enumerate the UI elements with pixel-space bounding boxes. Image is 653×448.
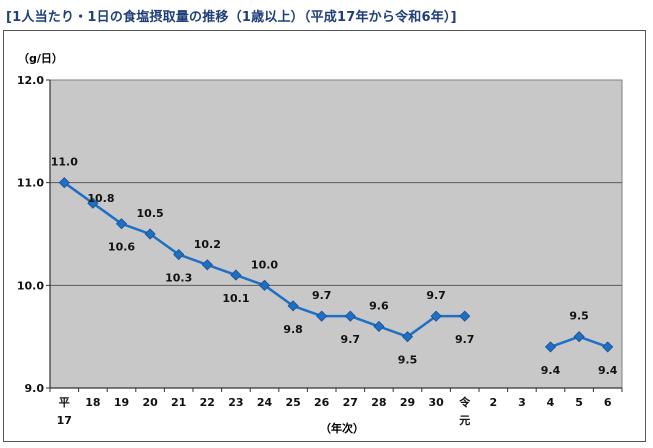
y-tick-labels: 9.0 10.0 11.0 12.0	[17, 74, 44, 395]
x-tick-10: 27	[343, 396, 358, 409]
data-label-14: 9.7	[455, 333, 475, 346]
data-label-11: 9.6	[369, 299, 389, 312]
x-axis-label: （年次）	[320, 421, 364, 435]
x-tick-19: 6	[604, 396, 612, 409]
data-label-8: 9.8	[283, 323, 303, 336]
data-point-0	[58, 177, 70, 189]
x-tick-11: 28	[371, 396, 386, 409]
chart-frame	[3, 30, 646, 442]
data-label-17: 9.4	[541, 364, 561, 377]
plot-area	[49, 79, 623, 389]
chart-title: [1人当たり・1日の食塩摂取量の推移（1歳以上）（平成17年から令和6年）]	[6, 10, 457, 25]
data-point-2	[115, 218, 128, 230]
data-label-3: 10.5	[137, 207, 164, 220]
data-point-17	[544, 341, 557, 353]
x-tick-0: 平 17	[57, 396, 72, 427]
data-point-19	[602, 341, 614, 353]
x-tick-7: 24	[257, 396, 273, 409]
data-point-18	[573, 331, 585, 343]
x-tick-5: 22	[200, 396, 215, 409]
y-tick-11.0: 11.0	[17, 177, 44, 190]
x-tick-9: 26	[314, 396, 330, 409]
data-label-6: 10.1	[222, 292, 249, 305]
data-point-12	[401, 331, 414, 343]
data-label-1: 10.8	[87, 192, 114, 205]
data-point-5	[201, 259, 213, 271]
y-axis-label: （g/日）	[18, 52, 63, 65]
series-markers	[58, 177, 614, 353]
data-label-5: 10.2	[194, 238, 221, 251]
x-tick-13: 30	[428, 396, 444, 409]
x-tick-16: 3	[518, 396, 526, 409]
data-label-18: 9.5	[569, 310, 589, 323]
data-point-13	[430, 310, 442, 322]
x-tick-2: 19	[114, 396, 129, 409]
data-point-7	[258, 279, 271, 291]
axes	[46, 79, 623, 392]
data-point-4	[173, 248, 185, 261]
data-label-2: 10.6	[108, 241, 135, 254]
data-label-12: 9.5	[398, 354, 418, 367]
x-tick-1: 18	[85, 396, 100, 409]
x-tick-18: 5	[575, 396, 583, 409]
y-tick-10.0: 10.0	[17, 279, 44, 292]
x-tick-4: 21	[171, 396, 186, 409]
data-point-10	[344, 310, 356, 322]
data-label-13: 9.7	[426, 289, 446, 302]
x-tick-17: 4	[547, 396, 555, 409]
x-tick-6: 23	[228, 396, 243, 409]
x-tick-12: 29	[400, 396, 415, 409]
data-label-0: 11.0	[51, 156, 78, 169]
x-tick-15: 2	[489, 396, 497, 409]
data-point-3	[144, 228, 156, 240]
x-tick-8: 25	[285, 396, 300, 409]
data-point-9	[316, 310, 328, 322]
data-point-1	[87, 197, 99, 209]
data-label-4: 10.3	[165, 272, 192, 285]
data-point-6	[230, 269, 242, 281]
data-label-9: 9.7	[312, 289, 332, 302]
data-point-8	[287, 300, 299, 312]
y-tick-12.0: 12.0	[17, 74, 44, 87]
data-labels: 11.0 10.8 10.6 10.5 10.3 10.2 10.1 10.0 9.8 9.7 9.…	[51, 156, 618, 377]
data-label-10: 9.7	[341, 333, 361, 346]
grid-lines	[50, 182, 622, 286]
data-label-7: 10.0	[251, 258, 278, 271]
data-label-19: 9.4	[598, 364, 618, 377]
data-point-14	[459, 310, 471, 322]
y-tick-9.0: 9.0	[25, 382, 45, 395]
x-tick-3: 20	[142, 396, 158, 409]
x-tick-14: 令元	[458, 395, 471, 427]
data-point-11	[373, 320, 385, 332]
